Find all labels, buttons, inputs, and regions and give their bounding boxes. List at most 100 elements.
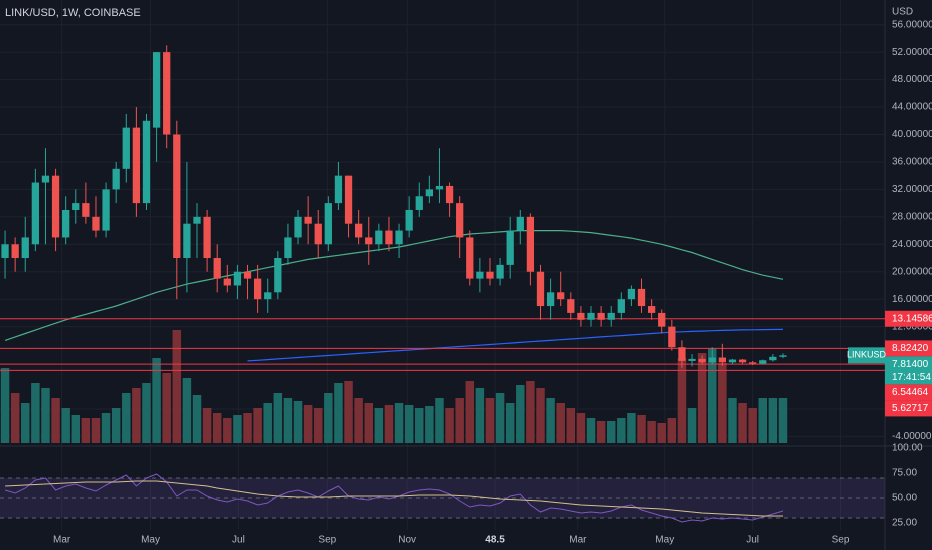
level-label: 13.14586 xyxy=(892,313,932,324)
countdown-label: 17:41:54 xyxy=(892,372,931,383)
candle-body xyxy=(11,244,19,259)
candle-body xyxy=(607,312,615,320)
candle-body xyxy=(486,271,494,279)
candle-body xyxy=(678,347,686,361)
volume-bar xyxy=(465,381,475,443)
volume-bar xyxy=(303,405,313,443)
volume-bar xyxy=(718,363,727,443)
candle-body xyxy=(738,359,747,363)
candle-body xyxy=(688,358,696,361)
candle-body xyxy=(557,292,565,300)
candle-body xyxy=(314,223,322,245)
volume-bar xyxy=(516,385,525,443)
y-tick-label: 75.00 xyxy=(892,468,917,479)
candle-body xyxy=(546,292,555,307)
volume-bar xyxy=(61,408,70,443)
volume-bar xyxy=(172,330,182,443)
candle-body xyxy=(718,357,726,363)
candle-body xyxy=(41,175,50,183)
axis-unit: USD xyxy=(892,7,913,18)
volume-bar xyxy=(142,383,151,443)
volume-bar xyxy=(243,413,252,443)
volume-bar xyxy=(728,398,737,443)
volume-bar xyxy=(374,408,384,443)
candle-body xyxy=(577,312,585,320)
volume-bar xyxy=(738,403,747,443)
level-tag xyxy=(885,310,932,327)
volume-bar xyxy=(192,395,202,443)
x-tick-label: Nov xyxy=(398,535,416,546)
chart-title: LINK/USD, 1W, COINBASE xyxy=(5,7,141,19)
volume-bar xyxy=(263,403,272,443)
volume-bar xyxy=(617,418,626,443)
candle-body xyxy=(122,127,130,169)
candle-body xyxy=(253,278,262,300)
candle-body xyxy=(769,356,777,361)
x-tick-label: Jul xyxy=(232,535,245,546)
volume-bar xyxy=(10,393,20,443)
candle-body xyxy=(728,359,737,363)
candle-body xyxy=(274,258,282,293)
volume-bar xyxy=(435,398,444,443)
candle-body xyxy=(597,312,605,320)
candle-body xyxy=(62,209,70,238)
volume-bar xyxy=(51,398,60,443)
volume-bar xyxy=(152,358,161,443)
x-tick-label: May xyxy=(141,535,160,546)
candle-body xyxy=(506,230,514,265)
candle-body xyxy=(243,271,252,279)
candle-body xyxy=(294,216,302,238)
y-tick-label: 36.00000 xyxy=(892,157,932,168)
candle-body xyxy=(233,271,242,286)
volume-bar xyxy=(212,413,222,443)
symbol-label: LINKUSD xyxy=(847,350,887,360)
candle-body xyxy=(355,223,363,238)
volume-bar xyxy=(768,398,778,443)
y-tick-label: -4.00000 xyxy=(892,431,932,442)
candle-body xyxy=(637,288,646,307)
candle-body xyxy=(445,185,454,204)
volume-bar xyxy=(505,403,515,443)
candle-body xyxy=(617,299,625,313)
candle-body xyxy=(375,230,383,245)
candle-body xyxy=(163,52,171,135)
volume-bar xyxy=(778,398,788,443)
y-tick-label: 56.00000 xyxy=(892,19,932,30)
candle-body xyxy=(102,189,110,231)
volume-bar xyxy=(687,408,697,443)
volume-bar xyxy=(596,421,606,443)
candle-body xyxy=(82,203,90,217)
y-tick-label: 24.00000 xyxy=(892,239,932,250)
candle-body xyxy=(31,182,39,245)
volume-bar xyxy=(223,418,232,443)
x-tick-label: May xyxy=(655,535,674,546)
candle-body xyxy=(405,209,413,231)
level-label: 8.82420 xyxy=(892,343,929,354)
y-tick-label: 50.00 xyxy=(892,493,917,504)
x-tick-label: Sep xyxy=(832,535,850,546)
level-tag xyxy=(885,384,932,401)
volume-bar xyxy=(41,388,50,443)
volume-bar xyxy=(132,388,141,443)
volume-bar xyxy=(536,388,545,443)
volume-bar xyxy=(384,405,394,443)
volume-bar xyxy=(283,398,293,443)
volume-bar xyxy=(31,383,40,443)
candle-body xyxy=(385,230,393,245)
candle-body xyxy=(759,360,767,364)
candle-body xyxy=(304,216,312,224)
x-tick-label: 48.5 xyxy=(485,535,505,546)
volume-bar xyxy=(233,415,242,443)
candle-body xyxy=(173,134,181,259)
candle-body xyxy=(334,175,343,204)
y-tick-label: 44.00000 xyxy=(892,102,932,113)
candle-body xyxy=(627,288,636,300)
volume-bar xyxy=(627,413,636,443)
candle-body xyxy=(344,175,353,224)
candle-body xyxy=(51,175,60,238)
volume-bar xyxy=(313,408,323,443)
volume-bar xyxy=(657,423,666,443)
